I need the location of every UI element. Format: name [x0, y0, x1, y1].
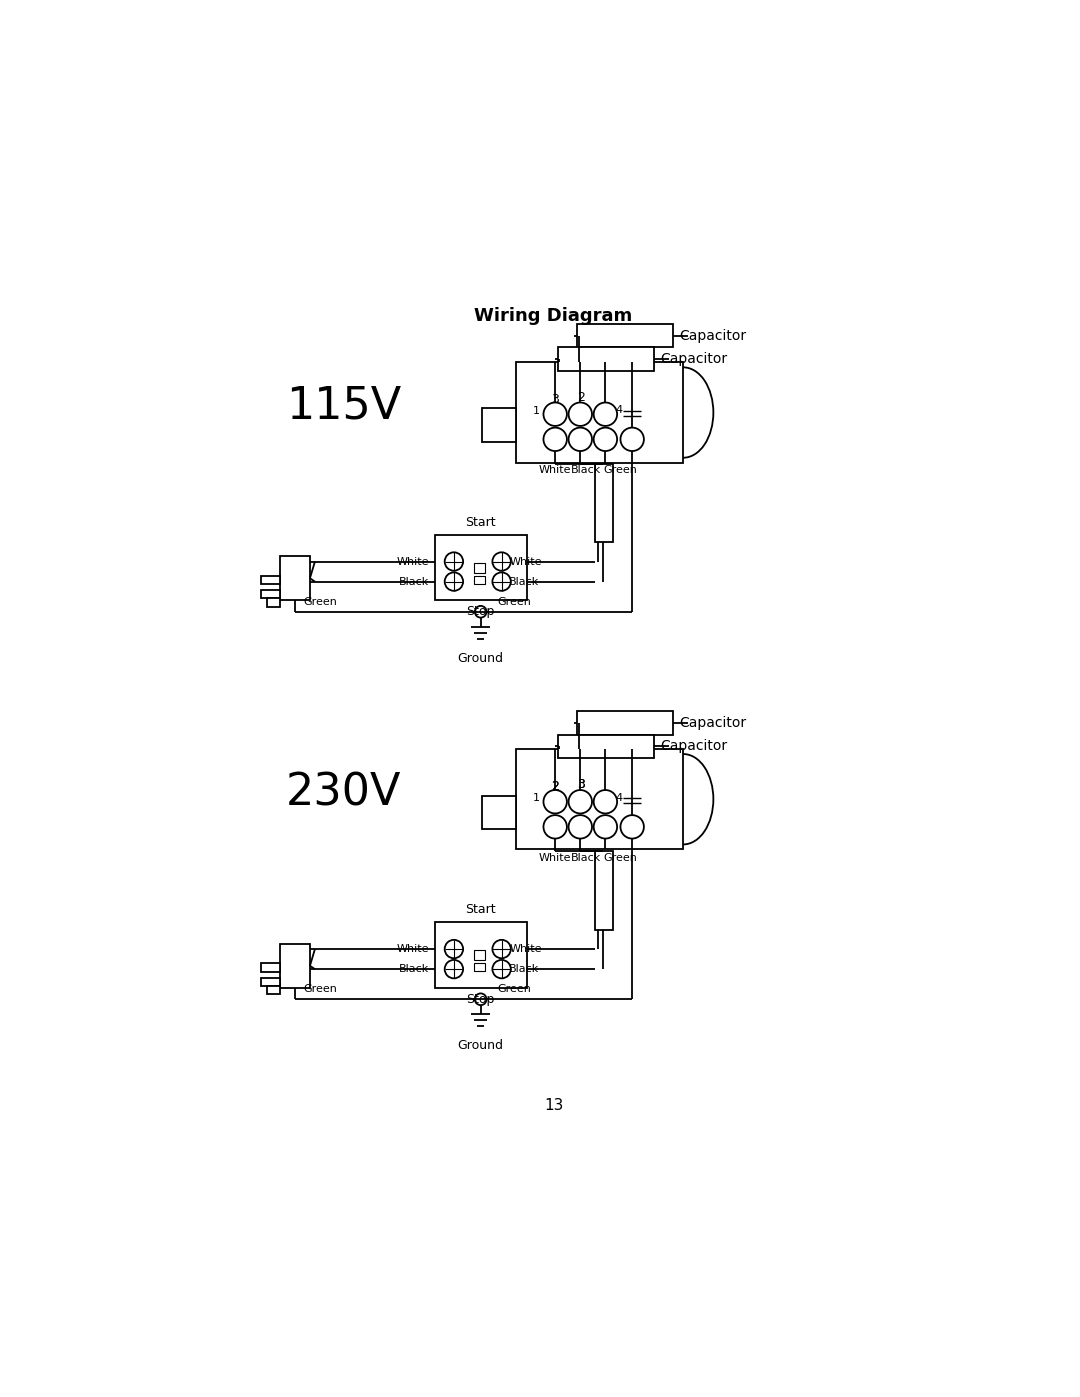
Bar	[483, 796, 516, 830]
Bar	[267, 986, 280, 995]
Text: Green: Green	[604, 465, 637, 475]
Circle shape	[568, 402, 592, 426]
Text: Black: Black	[400, 964, 430, 974]
Text: 115V: 115V	[285, 384, 401, 427]
Text: 13: 13	[544, 1098, 563, 1113]
Circle shape	[594, 427, 617, 451]
Text: Black: Black	[509, 577, 539, 587]
Text: 2: 2	[551, 780, 559, 793]
Text: Capacitor: Capacitor	[679, 717, 746, 731]
Circle shape	[445, 940, 463, 958]
Bar	[577, 711, 673, 735]
Bar	[474, 963, 485, 971]
Text: 1: 1	[534, 793, 540, 803]
Circle shape	[445, 552, 463, 571]
Bar	[474, 563, 485, 573]
Circle shape	[492, 940, 511, 958]
Text: Black: Black	[571, 465, 602, 475]
Text: White: White	[509, 944, 542, 954]
Text: 3: 3	[577, 778, 585, 792]
Text: Ground: Ground	[458, 652, 503, 665]
Circle shape	[543, 814, 567, 838]
Text: Green: Green	[498, 985, 531, 995]
Bar	[267, 598, 280, 606]
Text: Capacitor: Capacitor	[660, 739, 727, 753]
Circle shape	[475, 606, 486, 617]
Text: Capacitor: Capacitor	[679, 328, 746, 342]
Text: Start: Start	[465, 904, 496, 916]
Circle shape	[445, 573, 463, 591]
Circle shape	[543, 402, 567, 426]
Text: Stop: Stop	[467, 605, 495, 617]
Text: 4: 4	[616, 405, 622, 415]
Circle shape	[492, 960, 511, 978]
Circle shape	[543, 427, 567, 451]
Bar	[280, 556, 310, 601]
Circle shape	[475, 993, 486, 1004]
Circle shape	[445, 960, 463, 978]
Bar	[557, 735, 653, 759]
Text: Black: Black	[400, 577, 430, 587]
Text: 2: 2	[577, 391, 585, 404]
Bar	[557, 348, 653, 370]
Bar	[483, 408, 516, 441]
Bar	[594, 851, 613, 930]
Text: Capacitor: Capacitor	[660, 352, 727, 366]
Text: White: White	[397, 944, 430, 954]
Text: 230V: 230V	[285, 773, 401, 814]
Bar	[474, 576, 485, 584]
Text: 3: 3	[577, 778, 585, 792]
Text: White: White	[397, 556, 430, 567]
Bar	[434, 922, 527, 988]
Text: Ground: Ground	[458, 1039, 503, 1052]
Text: Green: Green	[604, 852, 637, 863]
Circle shape	[594, 791, 617, 813]
Circle shape	[492, 573, 511, 591]
Text: 1: 1	[534, 407, 540, 416]
Text: White: White	[539, 852, 571, 863]
Text: Green: Green	[303, 985, 337, 995]
Text: Green: Green	[303, 597, 337, 606]
Bar	[261, 590, 280, 598]
Text: Stop: Stop	[467, 993, 495, 1006]
Circle shape	[594, 814, 617, 838]
Circle shape	[492, 552, 511, 571]
Text: White: White	[539, 465, 571, 475]
Bar	[434, 535, 527, 601]
Circle shape	[620, 427, 644, 451]
Circle shape	[543, 791, 567, 813]
Bar	[516, 362, 684, 462]
Bar	[594, 464, 613, 542]
Text: 2: 2	[551, 780, 559, 793]
Text: Start: Start	[465, 515, 496, 529]
Bar	[474, 950, 485, 960]
Text: Green: Green	[498, 597, 531, 606]
Bar	[261, 964, 280, 972]
Circle shape	[568, 427, 592, 451]
Text: 3: 3	[551, 393, 559, 405]
Text: Wiring Diagram: Wiring Diagram	[474, 307, 633, 326]
Circle shape	[568, 791, 592, 813]
Circle shape	[568, 814, 592, 838]
Text: White: White	[509, 556, 542, 567]
Text: Black: Black	[571, 852, 602, 863]
Text: Black: Black	[509, 964, 539, 974]
Bar	[261, 576, 280, 584]
Bar	[577, 324, 673, 348]
Bar	[516, 749, 684, 849]
Bar	[280, 944, 310, 988]
Bar	[261, 978, 280, 986]
Text: 4: 4	[616, 792, 622, 802]
Circle shape	[594, 402, 617, 426]
Circle shape	[620, 814, 644, 838]
